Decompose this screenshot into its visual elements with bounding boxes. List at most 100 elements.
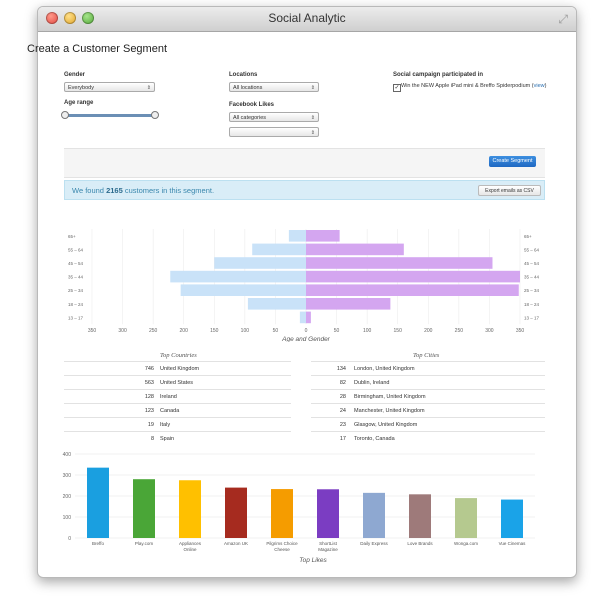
- campaign-view-link[interactable]: view: [533, 83, 545, 89]
- age-gender-chart: 350 300 250 200 150 100 50 0 50 100 150 200 250 300 35…: [68, 229, 540, 342]
- male-bar: [252, 243, 306, 256]
- x-category-label: Wonga.com: [454, 541, 478, 546]
- y-tick-label: 200: [63, 494, 72, 500]
- title-bar: Social Analytic ⤢: [38, 7, 576, 32]
- country-name: Spain: [160, 436, 175, 442]
- age-range-slider[interactable]: [64, 114, 155, 117]
- x-tick-label: 150: [394, 328, 403, 334]
- left-category-label: 45 – 54: [68, 261, 84, 266]
- city-name: Birmingham, United Kingdom: [354, 394, 426, 400]
- like-bar: [87, 467, 109, 538]
- male-bar: [288, 230, 306, 242]
- x-category-label: Cheese: [274, 547, 290, 552]
- right-category-label: 35 – 44: [524, 275, 540, 280]
- age-max-handle[interactable]: [151, 111, 159, 119]
- right-category-label: 65+: [524, 234, 532, 239]
- country-count: 128: [144, 394, 154, 400]
- y-tick-label: 400: [63, 452, 72, 458]
- select-arrows-icon: ⇕: [310, 115, 315, 121]
- top-countries-title: Top Countries: [160, 352, 197, 359]
- x-tick-label: 50: [273, 328, 279, 334]
- page-title: Create a Customer Segment: [27, 43, 168, 55]
- left-category-label: 25 – 34: [68, 288, 84, 293]
- country-row: 563 United States: [64, 375, 291, 390]
- x-tick-label: 350: [516, 328, 525, 334]
- country-count: 19: [147, 422, 154, 428]
- facebook-likes-select-value: All categories: [233, 115, 267, 121]
- gender-select-value: Everybody: [68, 85, 94, 91]
- x-tick-label: 350: [88, 328, 97, 334]
- city-name: Glasgow, United Kingdom: [354, 422, 418, 428]
- country-name: United Kingdom: [160, 366, 200, 372]
- facebook-likes-select[interactable]: All categories ⇕: [229, 112, 319, 122]
- x-category-label: Online: [183, 547, 197, 552]
- x-category-label: ShortList: [319, 541, 338, 546]
- x-category-label: Appliances: [179, 541, 202, 546]
- country-count: 563: [144, 380, 154, 386]
- country-row: 746 United Kingdom: [64, 361, 291, 376]
- close-window-button[interactable]: [46, 12, 58, 24]
- age-range-label: Age range: [64, 100, 94, 106]
- campaign-checkbox[interactable]: ✓: [393, 84, 401, 92]
- x-tick-label: 200: [424, 328, 433, 334]
- city-count: 134: [336, 366, 346, 372]
- right-category-label: 55 – 64: [524, 247, 540, 252]
- like-bar: [179, 480, 201, 538]
- city-count: 24: [339, 408, 346, 414]
- results-alert: We found 2165 customers in this segment.: [64, 180, 545, 200]
- country-name: Canada: [160, 408, 180, 414]
- x-category-label: Breffo: [92, 541, 104, 546]
- age-min-handle[interactable]: [61, 111, 69, 119]
- gender-select[interactable]: Everybody ⇕: [64, 82, 155, 92]
- campaign-label: Social campaign participated in: [393, 72, 484, 78]
- city-count: 28: [339, 394, 346, 400]
- city-count: 82: [339, 380, 346, 386]
- right-category-label: 45 – 54: [524, 261, 540, 266]
- country-row: 8 Spain: [64, 431, 291, 446]
- campaign-item-label: Win the NEW Apple iPad mini & Breffo Spi…: [401, 83, 531, 89]
- female-bar: [306, 230, 340, 242]
- x-tick-label: 100: [241, 328, 250, 334]
- y-tick-label: 300: [63, 473, 72, 479]
- male-bar: [214, 257, 306, 269]
- left-category-label: 65+: [68, 234, 76, 239]
- city-row: 17 Toronto, Canada: [311, 431, 545, 446]
- city-row: 134 London, United Kingdom: [311, 361, 545, 376]
- x-category-label: Pilgrims Choice: [266, 541, 298, 546]
- male-bar: [247, 298, 306, 310]
- zoom-window-button[interactable]: [82, 12, 94, 24]
- like-bar: [133, 479, 155, 538]
- gender-label: Gender: [64, 72, 86, 78]
- export-emails-button[interactable]: Export emails as CSV: [478, 185, 541, 196]
- city-row: 24 Manchester, United Kingdom: [311, 403, 545, 418]
- country-row: 19 Italy: [64, 417, 291, 432]
- country-row: 128 Ireland: [64, 389, 291, 404]
- create-segment-button[interactable]: Create Segment: [489, 156, 536, 167]
- city-name: Manchester, United Kingdom: [354, 408, 425, 414]
- left-category-label: 35 – 44: [68, 275, 84, 280]
- country-name: Ireland: [160, 394, 177, 400]
- minimize-window-button[interactable]: [64, 12, 76, 24]
- x-tick-label: 150: [210, 328, 219, 334]
- left-category-label: 18 – 24: [68, 302, 84, 307]
- like-bar: [363, 492, 385, 538]
- locations-select[interactable]: All locations ⇕: [229, 82, 319, 92]
- campaign-item: Win the NEW Apple iPad mini & Breffo Spi…: [401, 83, 547, 89]
- x-category-label: Vue Cinemas: [499, 541, 527, 546]
- chart-title: Age and Gender: [281, 336, 331, 342]
- city-name: London, United Kingdom: [354, 366, 415, 372]
- like-bar: [455, 498, 477, 538]
- female-bar: [306, 298, 391, 310]
- window-title: Social Analytic: [268, 11, 346, 25]
- right-category-label: 18 – 24: [524, 302, 540, 307]
- fullscreen-icon[interactable]: ⤢: [558, 12, 568, 26]
- country-count: 8: [150, 436, 154, 442]
- x-category-label: Play.com: [135, 541, 153, 546]
- city-row: 82 Dublin, Ireland: [311, 375, 545, 390]
- female-bar: [306, 311, 311, 324]
- facebook-subcategory-select[interactable]: ⇕: [229, 127, 319, 137]
- y-tick-label: 0: [68, 536, 71, 542]
- country-row: 123 Canada: [64, 403, 291, 418]
- country-count: 746: [144, 366, 154, 372]
- right-category-label: 25 – 34: [524, 288, 540, 293]
